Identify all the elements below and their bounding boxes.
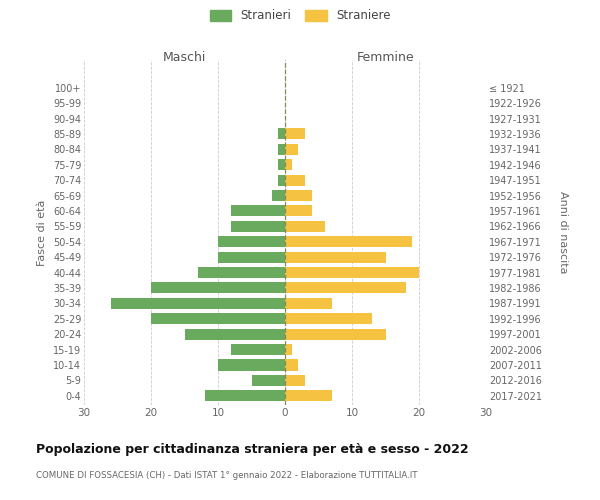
Bar <box>285 252 386 262</box>
Bar <box>278 128 285 140</box>
Bar <box>218 252 285 262</box>
Bar <box>151 282 285 294</box>
Bar <box>232 344 285 355</box>
Bar <box>218 360 285 370</box>
Text: Popolazione per cittadinanza straniera per età e sesso - 2022: Popolazione per cittadinanza straniera p… <box>36 442 469 456</box>
Bar <box>232 206 285 216</box>
Legend: Stranieri, Straniere: Stranieri, Straniere <box>206 6 394 26</box>
Bar <box>285 267 419 278</box>
Bar <box>285 282 406 294</box>
Text: Femmine: Femmine <box>356 51 415 64</box>
Bar <box>218 236 285 248</box>
Text: COMUNE DI FOSSACESIA (CH) - Dati ISTAT 1° gennaio 2022 - Elaborazione TUTTITALIA: COMUNE DI FOSSACESIA (CH) - Dati ISTAT 1… <box>36 471 418 480</box>
Bar <box>232 221 285 232</box>
Bar <box>285 144 298 155</box>
Bar <box>151 313 285 324</box>
Bar <box>285 360 298 370</box>
Bar <box>278 144 285 155</box>
Y-axis label: Fasce di età: Fasce di età <box>37 200 47 266</box>
Bar <box>278 159 285 170</box>
Bar <box>285 206 312 216</box>
Text: Maschi: Maschi <box>163 51 206 64</box>
Bar <box>285 236 412 248</box>
Bar <box>285 298 332 309</box>
Bar <box>285 190 312 201</box>
Bar <box>205 390 285 402</box>
Bar <box>198 267 285 278</box>
Bar <box>285 344 292 355</box>
Bar <box>185 328 285 340</box>
Bar <box>285 174 305 186</box>
Y-axis label: Anni di nascita: Anni di nascita <box>559 191 568 274</box>
Bar <box>272 190 285 201</box>
Bar <box>251 375 285 386</box>
Bar <box>278 174 285 186</box>
Bar <box>111 298 285 309</box>
Bar <box>285 375 305 386</box>
Bar <box>285 159 292 170</box>
Bar <box>285 328 386 340</box>
Bar <box>285 313 372 324</box>
Bar <box>285 221 325 232</box>
Bar <box>285 390 332 402</box>
Bar <box>285 128 305 140</box>
